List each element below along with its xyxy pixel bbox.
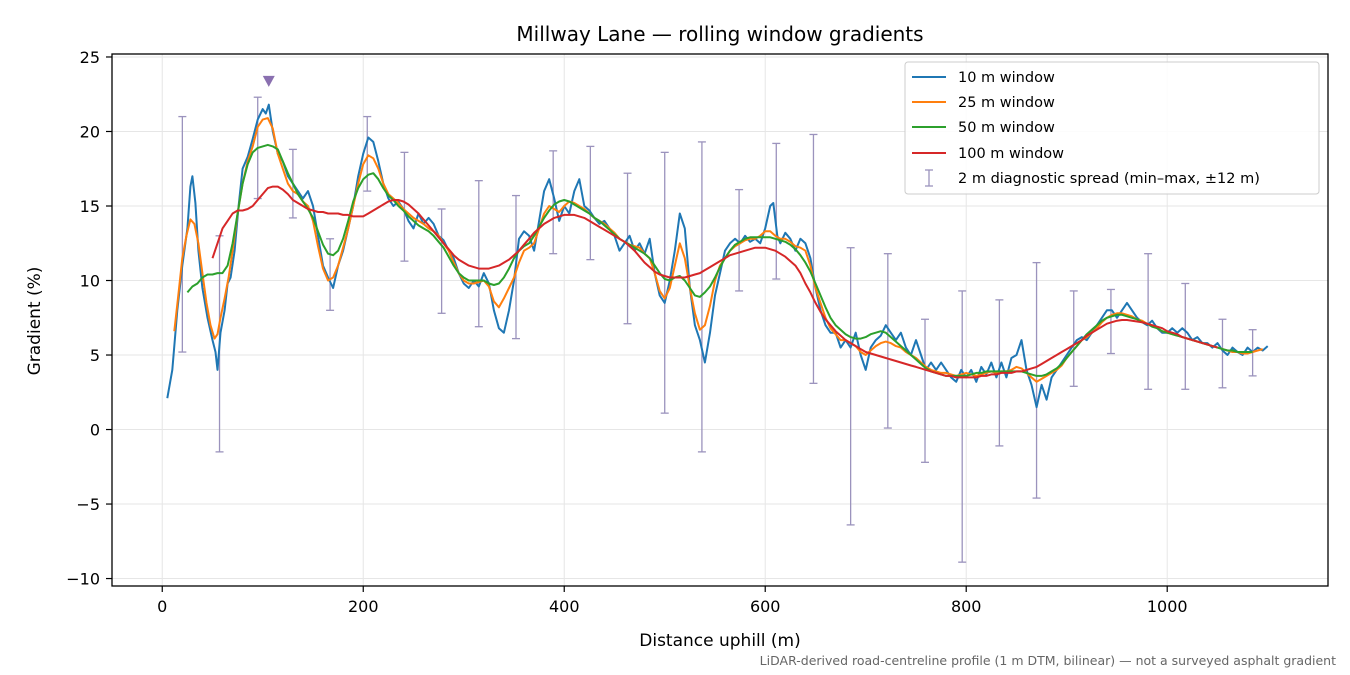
plot-frame xyxy=(111,53,1329,587)
spread-bar xyxy=(772,142,781,280)
peak-marker-layer xyxy=(262,75,275,87)
legend: 10 m window 25 m window 50 m window 100 … xyxy=(904,61,1320,195)
x-tick-label: 0 xyxy=(157,597,167,616)
x-tick-label: 1000 xyxy=(1147,597,1188,616)
spread-bar xyxy=(809,133,818,384)
spread-bar xyxy=(363,115,372,192)
spread-bar xyxy=(660,151,669,414)
spread-bar xyxy=(623,172,632,325)
legend-label-10m: 10 m window xyxy=(958,70,1055,86)
series-10m-line xyxy=(166,103,1269,409)
x-tick-label: 200 xyxy=(348,597,379,616)
footnote: LiDAR-derived road-centreline profile (1… xyxy=(760,653,1336,668)
spread-bar xyxy=(958,290,967,563)
x-tick-label: 600 xyxy=(750,597,781,616)
y-tick-label: 10 xyxy=(80,272,100,291)
series-50m-line xyxy=(186,143,1253,377)
spread-bar xyxy=(883,253,892,429)
y-tick-label: 25 xyxy=(80,48,100,67)
spread-bar xyxy=(549,150,558,255)
y-tick-label: 20 xyxy=(80,122,100,141)
y-tick-label: 0 xyxy=(90,421,100,440)
y-tick-label: 5 xyxy=(90,346,100,365)
y-axis-ticks: −10 −5 0 5 10 15 20 25 xyxy=(66,48,112,589)
spread-bar xyxy=(178,115,187,353)
legend-swatch-spread xyxy=(925,169,933,187)
spread-bar xyxy=(474,180,483,328)
spread-bar xyxy=(400,151,409,262)
legend-label-25m: 25 m window xyxy=(958,95,1055,111)
spread-bar xyxy=(1181,282,1190,390)
x-axis-label: Distance uphill (m) xyxy=(639,631,800,651)
chart-title: Millway Lane — rolling window gradients xyxy=(516,22,923,46)
x-tick-label: 400 xyxy=(549,597,580,616)
spread-bar xyxy=(846,247,855,526)
x-tick-label: 800 xyxy=(951,597,982,616)
legend-box xyxy=(904,61,1320,195)
spread-bar xyxy=(437,208,446,314)
peak-marker xyxy=(262,75,275,87)
y-tick-label: −5 xyxy=(76,495,100,514)
spread-bar xyxy=(586,145,595,261)
spread-bar xyxy=(921,318,930,463)
legend-label-spread: 2 m diagnostic spread (min–max, ±12 m) xyxy=(958,171,1260,187)
legend-label-50m: 50 m window xyxy=(958,120,1055,136)
spread-bar xyxy=(326,238,335,311)
y-axis-label: Gradient (%) xyxy=(25,267,45,376)
y-tick-label: −10 xyxy=(66,570,100,589)
spread-bar xyxy=(697,141,706,453)
series-lines xyxy=(166,103,1269,409)
series-100m-line xyxy=(211,185,1218,379)
y-tick-label: 15 xyxy=(80,197,100,216)
legend-label-100m: 100 m window xyxy=(958,146,1064,162)
spread-bar xyxy=(1144,253,1153,390)
spread-bar xyxy=(1218,318,1227,389)
spread-bar xyxy=(735,188,744,292)
spread-bar xyxy=(1032,261,1041,499)
spread-bar xyxy=(1069,290,1078,387)
x-axis-ticks: 0 200 400 600 800 1000 xyxy=(157,586,1188,616)
